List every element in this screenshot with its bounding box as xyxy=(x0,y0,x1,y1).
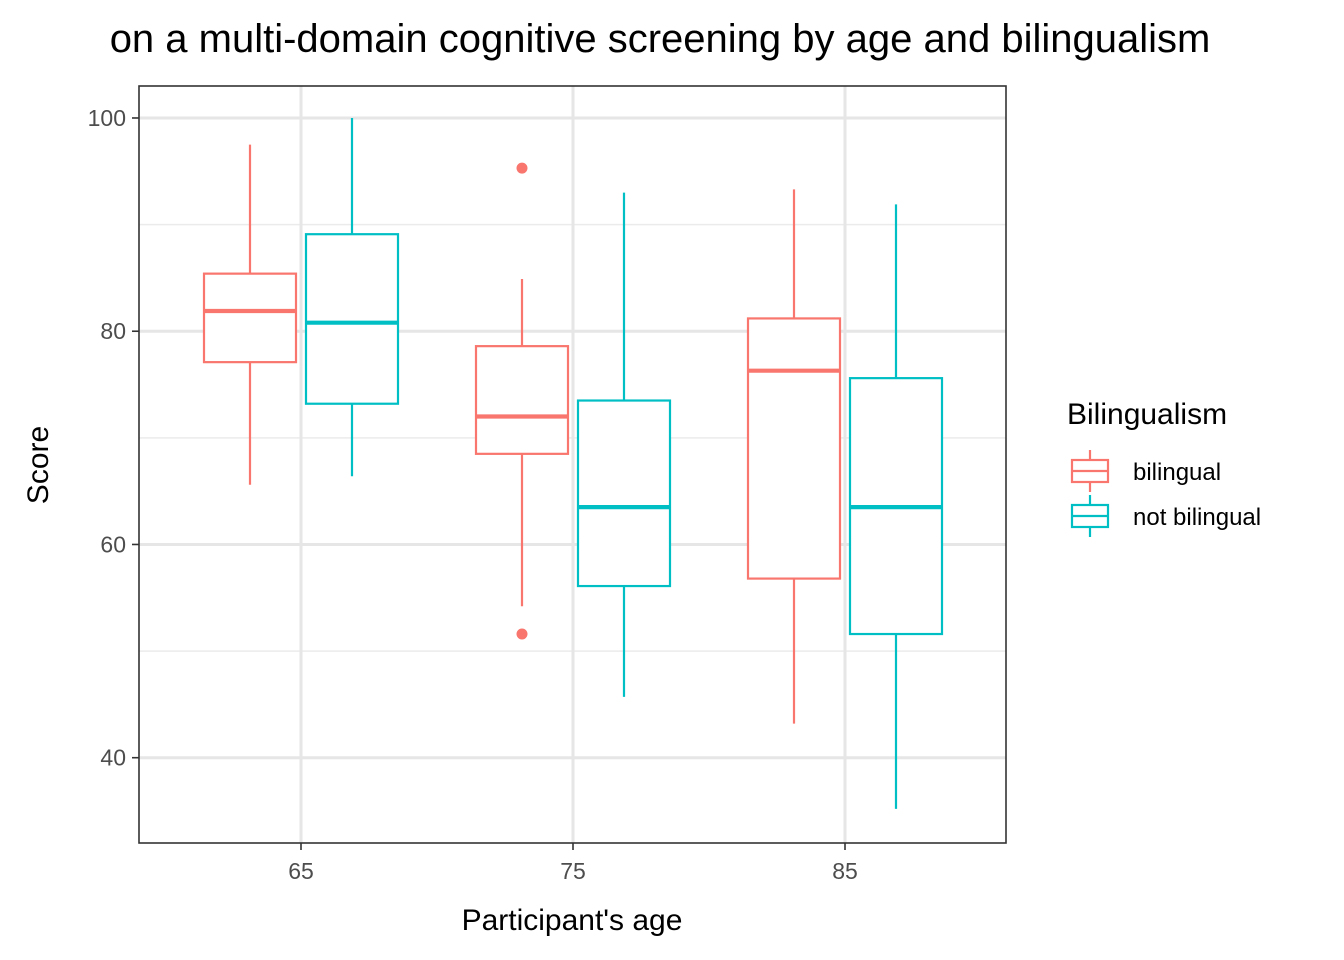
x-tick-label: 85 xyxy=(832,858,858,884)
x-axis-title: Participant's age xyxy=(462,904,683,937)
box-body xyxy=(202,272,298,364)
box-bilingual-75 xyxy=(474,162,570,640)
x-tick-label: 75 xyxy=(560,858,586,884)
box-body xyxy=(474,345,570,455)
x-tick-label: 65 xyxy=(288,858,314,884)
legend-label: bilingual xyxy=(1133,459,1221,486)
axes: 40 60 80 100 65 75 85 xyxy=(88,105,858,884)
legend-title: Bilingualism xyxy=(1067,398,1227,431)
box-bilingual-85 xyxy=(746,189,842,724)
y-tick-label: 100 xyxy=(88,105,126,131)
y-tick-label: 40 xyxy=(100,745,126,771)
box-not-bilingual-65 xyxy=(304,117,400,477)
box-not-bilingual-85 xyxy=(848,204,944,809)
box-body xyxy=(576,399,672,588)
data-marks xyxy=(202,117,944,809)
y-tick-label: 60 xyxy=(100,531,126,557)
grid-lines xyxy=(139,86,1006,843)
legend-label: not bilingual xyxy=(1133,504,1261,531)
legend-items: bilingual not bilingual xyxy=(1070,450,1261,537)
box-body xyxy=(746,317,842,580)
outlier-point xyxy=(516,628,528,640)
box-not-bilingual-75 xyxy=(576,192,672,697)
box-bilingual-65 xyxy=(202,144,298,485)
legend-item-bilingual: bilingual xyxy=(1070,450,1221,492)
chart-title: on a multi-domain cognitive screening by… xyxy=(110,17,1211,61)
y-tick-label: 80 xyxy=(100,318,126,344)
legend-item-not-bilingual: not bilingual xyxy=(1070,495,1261,537)
legend: Bilingualism bilingual not bilingual xyxy=(1067,398,1261,537)
box-body xyxy=(304,233,400,405)
outlier-point xyxy=(516,162,528,174)
y-axis-title: Score xyxy=(22,426,55,504)
